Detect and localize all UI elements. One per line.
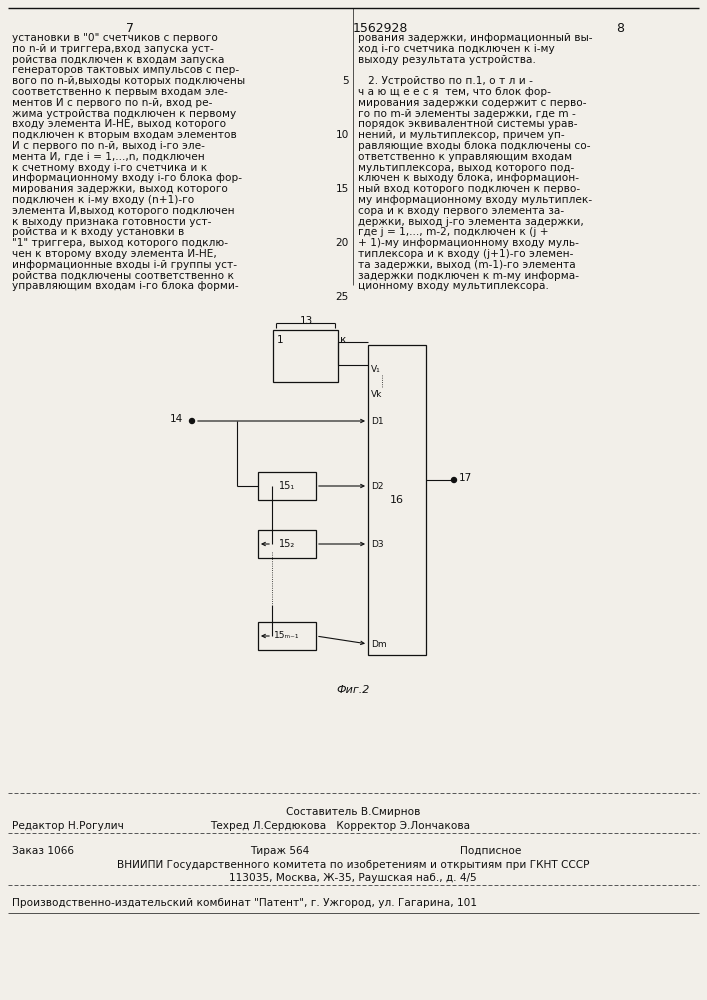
Text: выходу результата устройства.: выходу результата устройства. [358,55,536,65]
Text: мента И, где i = 1,...,n, подключен: мента И, где i = 1,...,n, подключен [12,152,205,162]
Text: управляющим входам i-го блока форми-: управляющим входам i-го блока форми- [12,281,239,291]
Text: чен к второму входу элемента И-НЕ,: чен к второму входу элемента И-НЕ, [12,249,217,259]
Text: ционному входу мультиплексора.: ционному входу мультиплексора. [358,281,549,291]
Bar [368,345,426,655]
Bar [258,530,316,558]
Text: держки, выход j-го элемента задержки,: держки, выход j-го элемента задержки, [358,217,584,227]
Text: входу элемента И-НЕ, выход которого: входу элемента И-НЕ, выход которого [12,119,226,129]
Text: 15ₘ₋₁: 15ₘ₋₁ [274,632,300,641]
Circle shape [452,478,457,483]
Text: го по m-й элементы задержки, где m -: го по m-й элементы задержки, где m - [358,109,575,119]
Text: 16: 16 [390,495,404,505]
Text: вого по n-й,выходы которых подключены: вого по n-й,выходы которых подключены [12,76,245,86]
Text: + 1)-му информационному входу муль-: + 1)-му информационному входу муль- [358,238,579,248]
Text: ключен к выходу блока, информацион-: ключен к выходу блока, информацион- [358,173,579,183]
Text: Dm: Dm [371,640,387,649]
Text: равляющие входы блока подключены со-: равляющие входы блока подключены со- [358,141,590,151]
Text: 15: 15 [336,184,349,194]
Text: ответственно к управляющим входам: ответственно к управляющим входам [358,152,572,162]
Text: ройства подключены соответственно к: ройства подключены соответственно к [12,271,234,281]
Text: мультиплексора, выход которого под-: мультиплексора, выход которого под- [358,163,574,173]
Text: Редактор Н.Рогулич: Редактор Н.Рогулич [12,821,124,831]
Text: где j = 1,..., m-2, подключен к (j +: где j = 1,..., m-2, подключен к (j + [358,227,549,237]
Text: генераторов тактовых импульсов с пер-: генераторов тактовых импульсов с пер- [12,65,239,75]
Text: 20: 20 [336,238,349,248]
Text: информационные входы i-й группы уст-: информационные входы i-й группы уст- [12,260,237,270]
Text: типлексора и к входу (j+1)-го элемен-: типлексора и к входу (j+1)-го элемен- [358,249,573,259]
Text: подключен к i-му входу (n+1)-го: подключен к i-му входу (n+1)-го [12,195,194,205]
Text: жима устройства подключен к первому: жима устройства подключен к первому [12,109,236,119]
Text: Составитель В.Смирнов: Составитель В.Смирнов [286,807,420,817]
Text: Фиг.2: Фиг.2 [337,685,370,695]
Text: 5: 5 [342,76,349,86]
Text: ч а ю щ е е с я  тем, что блок фор-: ч а ю щ е е с я тем, что блок фор- [358,87,551,97]
Circle shape [189,418,194,424]
Text: 14: 14 [170,414,183,424]
Text: Подписное: Подписное [460,846,521,856]
Text: 7: 7 [126,22,134,35]
Text: Производственно-издательский комбинат "Патент", г. Ужгород, ул. Гагарина, 101: Производственно-издательский комбинат "П… [12,898,477,908]
Text: 25: 25 [336,292,349,302]
Text: 113035, Москва, Ж-35, Раушская наб., д. 4/5: 113035, Москва, Ж-35, Раушская наб., д. … [229,873,477,883]
Text: подключен к вторым входам элементов: подключен к вторым входам элементов [12,130,237,140]
Text: рования задержки, информационный вы-: рования задержки, информационный вы- [358,33,592,43]
Text: та задержки, выход (m-1)-го элемента: та задержки, выход (m-1)-го элемента [358,260,575,270]
Text: "1" триггера, выход которого подклю-: "1" триггера, выход которого подклю- [12,238,228,248]
Text: ментов И с первого по n-й, вход ре-: ментов И с первого по n-й, вход ре- [12,98,212,108]
Text: 17: 17 [459,473,472,483]
Text: соответственно к первым входам эле-: соответственно к первым входам эле- [12,87,228,97]
Text: мирования задержки, выход которого: мирования задержки, выход которого [12,184,228,194]
Text: 15₂: 15₂ [279,539,295,549]
Text: Заказ 1066: Заказ 1066 [12,846,74,856]
Text: к счетному входу i-го счетчика и к: к счетному входу i-го счетчика и к [12,163,207,173]
Text: 1562928: 1562928 [352,22,408,35]
Text: И с первого по n-й, выход i-го эле-: И с первого по n-й, выход i-го эле- [12,141,205,151]
Text: сора и к входу первого элемента за-: сора и к входу первого элемента за- [358,206,564,216]
Text: D3: D3 [371,540,384,549]
Bar [258,472,316,500]
Text: по n-й и триггера,вход запуска уст-: по n-й и триггера,вход запуска уст- [12,44,214,54]
Text: 10: 10 [336,130,349,140]
Text: V₁: V₁ [371,365,381,374]
Text: к выходу признака готовности уст-: к выходу признака готовности уст- [12,217,211,227]
Text: Техред Л.Сердюкова   Корректор Э.Лончакова: Техред Л.Сердюкова Корректор Э.Лончакова [210,821,470,831]
Text: ход i-го счетчика подключен к i-му: ход i-го счетчика подключен к i-му [358,44,555,54]
Text: информационному входу i-го блока фор-: информационному входу i-го блока фор- [12,173,242,183]
Text: установки в "0" счетчиков с первого: установки в "0" счетчиков с первого [12,33,218,43]
Text: му информационному входу мультиплек-: му информационному входу мультиплек- [358,195,592,205]
Text: ройства подключен к входам запуска: ройства подключен к входам запуска [12,55,225,65]
Bar [273,330,338,382]
Text: 1: 1 [277,335,284,345]
Text: ный вход которого подключен к перво-: ный вход которого подключен к перво- [358,184,580,194]
Text: Vk: Vk [371,390,382,399]
Text: D1: D1 [371,417,384,426]
Text: к: к [340,335,346,345]
Text: элемента И,выход которого подключен: элемента И,выход которого подключен [12,206,235,216]
Text: 15₁: 15₁ [279,481,295,491]
Text: 13: 13 [300,316,313,326]
Text: 2. Устройство по п.1, о т л и -: 2. Устройство по п.1, о т л и - [358,76,533,86]
Text: 8: 8 [616,22,624,35]
Text: мирования задержки содержит с перво-: мирования задержки содержит с перво- [358,98,587,108]
Text: Тираж 564: Тираж 564 [250,846,309,856]
Bar [258,622,316,650]
Text: ройства и к входу установки в: ройства и к входу установки в [12,227,185,237]
Text: D2: D2 [371,482,383,491]
Text: порядок эквивалентной системы урав-: порядок эквивалентной системы урав- [358,119,578,129]
Text: нений, и мультиплексор, причем уп-: нений, и мультиплексор, причем уп- [358,130,565,140]
Text: ВНИИПИ Государственного комитета по изобретениям и открытиям при ГКНТ СССР: ВНИИПИ Государственного комитета по изоб… [117,860,589,870]
Text: задержки подключен к m-му информа-: задержки подключен к m-му информа- [358,271,579,281]
